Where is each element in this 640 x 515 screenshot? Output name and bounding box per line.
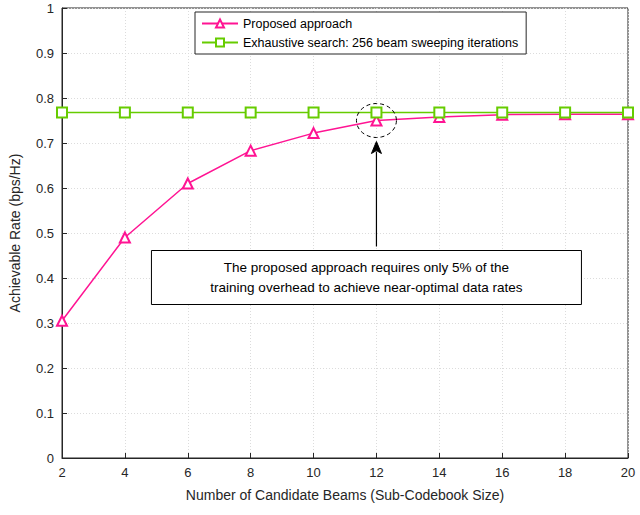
svg-text:0.8: 0.8 bbox=[36, 91, 54, 106]
svg-text:0.2: 0.2 bbox=[36, 361, 54, 376]
svg-text:6: 6 bbox=[184, 465, 191, 480]
svg-text:0.5: 0.5 bbox=[36, 226, 54, 241]
svg-text:20: 20 bbox=[621, 465, 635, 480]
svg-text:14: 14 bbox=[432, 465, 446, 480]
svg-text:0.3: 0.3 bbox=[36, 316, 54, 331]
svg-text:0.7: 0.7 bbox=[36, 136, 54, 151]
svg-text:training overhead to achieve n: training overhead to achieve near-optima… bbox=[210, 280, 522, 295]
svg-text:12: 12 bbox=[369, 465, 383, 480]
svg-text:16: 16 bbox=[495, 465, 509, 480]
svg-text:8: 8 bbox=[247, 465, 254, 480]
svg-text:18: 18 bbox=[558, 465, 572, 480]
svg-text:Achievable Rate (bps/Hz): Achievable Rate (bps/Hz) bbox=[7, 154, 23, 313]
svg-text:Exhaustive search: 256 beam sw: Exhaustive search: 256 beam sweeping ite… bbox=[243, 36, 518, 50]
svg-text:Proposed approach: Proposed approach bbox=[243, 17, 352, 31]
svg-text:0.4: 0.4 bbox=[36, 271, 54, 286]
svg-text:The proposed approach requires: The proposed approach requires only 5% o… bbox=[224, 260, 509, 275]
svg-text:Number of Candidate Beams (Sub: Number of Candidate Beams (Sub-Codebook … bbox=[186, 487, 504, 503]
svg-text:0: 0 bbox=[47, 451, 54, 466]
svg-text:0.6: 0.6 bbox=[36, 181, 54, 196]
svg-text:0.9: 0.9 bbox=[36, 46, 54, 61]
svg-text:2: 2 bbox=[58, 465, 65, 480]
svg-text:1: 1 bbox=[47, 1, 54, 16]
svg-text:4: 4 bbox=[121, 465, 128, 480]
svg-text:0.1: 0.1 bbox=[36, 406, 54, 421]
svg-text:10: 10 bbox=[306, 465, 320, 480]
